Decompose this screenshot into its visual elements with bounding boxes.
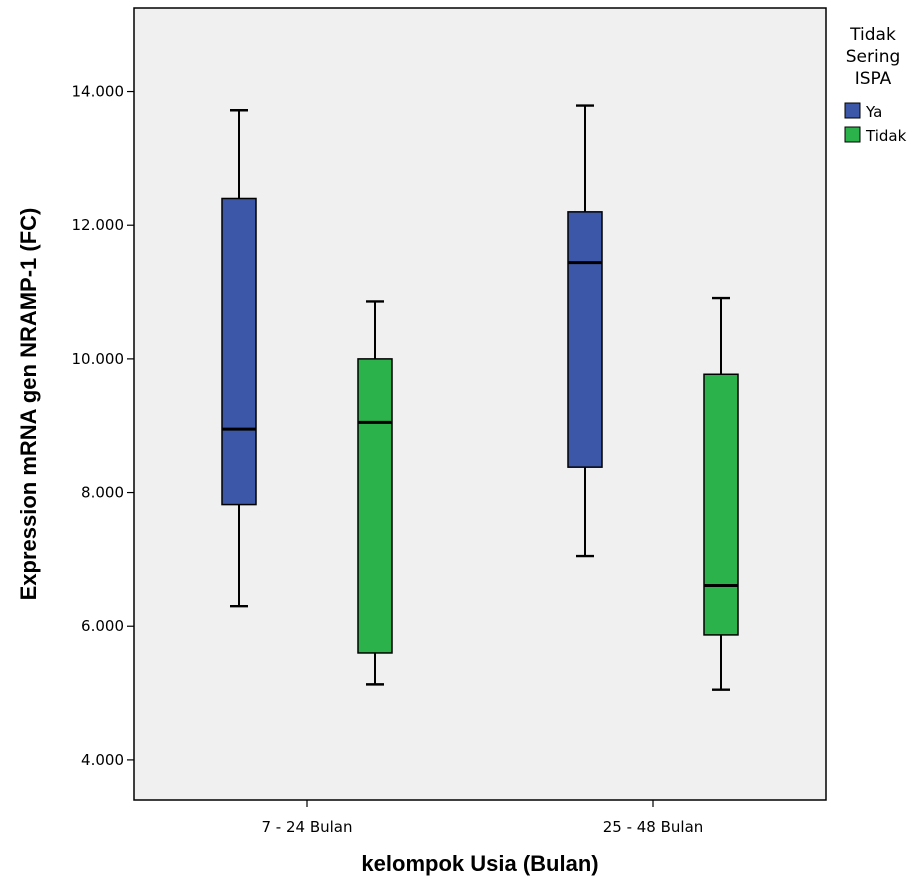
box-tidak-0 [357,300,393,686]
boxes [221,104,739,691]
y-axis: 4.000 6.000 8.000 10.000 12.000 14.000 [72,83,134,769]
box-body [703,373,739,636]
box-body [567,211,603,468]
legend-label-tidak: Tidak [865,127,907,145]
legend: Tidak Sering ISPA Ya Tidak [844,25,907,145]
y-tick-label-4: 12.000 [72,216,125,234]
x-tick-label-1: 25 - 48 Bulan [603,818,704,836]
legend-swatch-tidak [844,126,861,143]
box-body [357,358,393,654]
x-axis-title: kelompok Usia (Bulan) [361,851,598,876]
legend-title-line-1: Tidak [849,25,896,45]
box-body [221,197,257,506]
y-tick-label-2: 8.000 [81,484,124,502]
box-ya-0 [221,109,257,608]
legend-label-ya: Ya [865,103,882,121]
y-tick-label-5: 14.000 [72,83,125,101]
y-tick-label-3: 10.000 [72,350,125,368]
legend-swatch-ya [844,102,861,119]
y-tick-label-0: 4.000 [81,751,124,769]
box-tidak-1 [703,296,739,691]
x-tick-label-0: 7 - 24 Bulan [261,818,352,836]
legend-title-line-2: Sering [846,47,901,67]
legend-title-line-3: ISPA [855,69,892,89]
box-ya-1 [567,104,603,558]
y-tick-label-1: 6.000 [81,617,124,635]
y-axis-title: Expression mRNA gen NRAMP-1 (FC) [16,208,41,601]
x-axis: 7 - 24 Bulan 25 - 48 Bulan [261,800,703,836]
